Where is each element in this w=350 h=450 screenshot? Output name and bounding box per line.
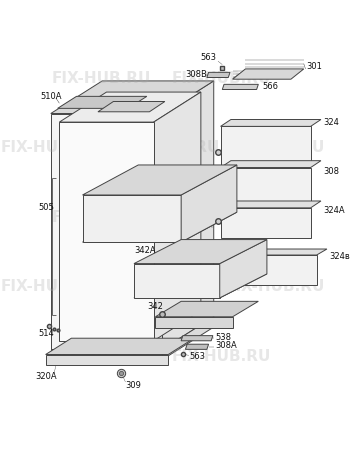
Polygon shape [220,208,311,238]
Polygon shape [220,126,311,165]
Text: FIX-HUB.RU: FIX-HUB.RU [1,279,100,294]
Polygon shape [46,338,194,355]
Text: 563: 563 [201,53,217,62]
Text: FIX-HUB.RU: FIX-HUB.RU [226,140,325,155]
Text: 324: 324 [323,118,340,127]
Polygon shape [134,264,220,298]
Polygon shape [220,120,321,126]
Text: 342: 342 [147,302,163,311]
Polygon shape [222,84,258,90]
Text: 538: 538 [109,102,124,111]
Polygon shape [134,239,267,264]
Text: FIX-HUB.RU: FIX-HUB.RU [52,71,151,86]
Polygon shape [220,161,321,167]
Text: 514: 514 [38,329,54,338]
Polygon shape [220,239,267,298]
Text: 320A: 320A [35,372,57,381]
Polygon shape [83,195,181,242]
Polygon shape [83,165,237,195]
Text: 308A: 308A [216,342,237,351]
Polygon shape [83,212,237,242]
Polygon shape [220,201,321,208]
Polygon shape [155,302,258,317]
Text: FIX-HUB.RU: FIX-HUB.RU [172,349,271,364]
Text: FIX-HUB.RU: FIX-HUB.RU [226,279,325,294]
Text: 301: 301 [306,62,322,71]
Text: FIX-HUB.RU: FIX-HUB.RU [52,210,151,225]
Text: 308B: 308B [186,70,207,79]
Text: 566: 566 [262,81,279,90]
Polygon shape [181,165,237,242]
Polygon shape [51,349,162,360]
Polygon shape [233,69,304,79]
Polygon shape [207,72,230,77]
Polygon shape [220,167,311,205]
Polygon shape [162,81,214,349]
Polygon shape [155,317,233,328]
Polygon shape [239,255,317,285]
Text: 538: 538 [216,333,231,342]
Polygon shape [162,317,214,360]
Text: FIX-HUB.RU: FIX-HUB.RU [121,140,220,155]
Text: 309: 309 [125,381,141,390]
Text: FIX-HUB.RU: FIX-HUB.RU [1,140,100,155]
Polygon shape [58,96,147,108]
Polygon shape [98,102,165,112]
Text: 563: 563 [190,352,206,361]
Polygon shape [134,274,267,298]
Text: FIX-HUB.RU: FIX-HUB.RU [52,349,151,364]
Text: FIX-HUB.RU: FIX-HUB.RU [172,210,271,225]
Polygon shape [51,81,214,113]
Polygon shape [181,336,213,341]
Text: 324A: 324A [323,206,345,215]
Polygon shape [60,122,154,341]
Text: 324в: 324в [329,252,350,261]
Polygon shape [186,344,209,349]
Polygon shape [51,113,162,349]
Polygon shape [60,92,201,122]
Polygon shape [154,92,201,341]
Text: FIX-HUB.RU: FIX-HUB.RU [172,71,271,86]
Text: 308: 308 [323,167,340,176]
Text: FIX-HUB.RU: FIX-HUB.RU [121,279,220,294]
Text: 510A: 510A [41,92,62,101]
Text: 342A: 342A [134,246,156,255]
Polygon shape [239,249,327,255]
Polygon shape [46,355,168,365]
Text: 505: 505 [38,203,54,212]
